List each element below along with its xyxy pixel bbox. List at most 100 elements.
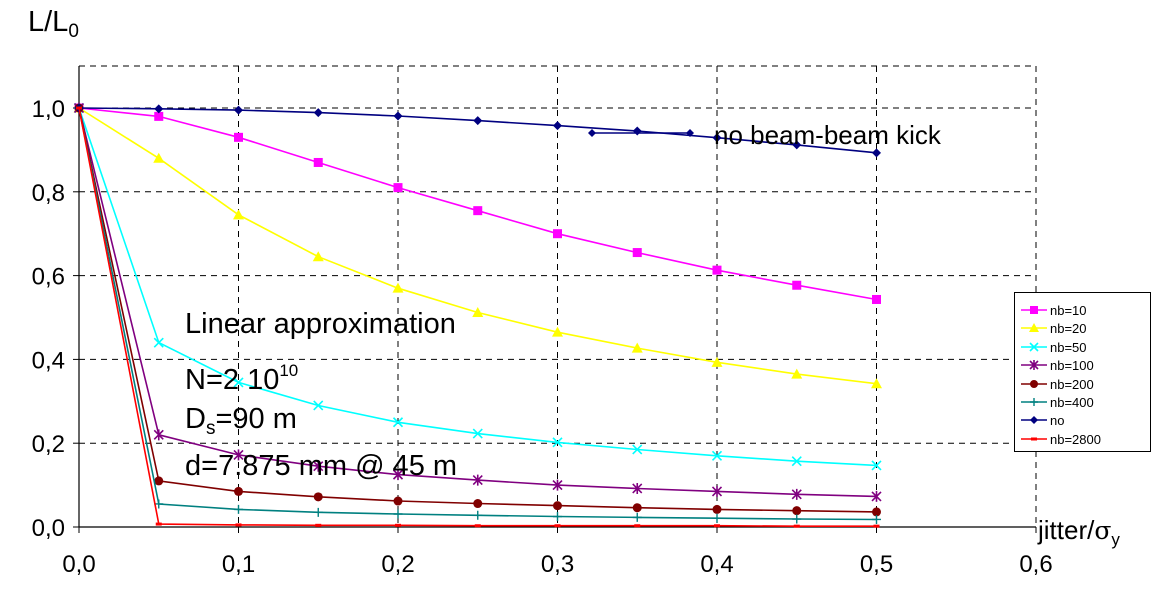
legend-item-nb=400: nb=400 bbox=[1015, 393, 1150, 412]
data-point-marker bbox=[315, 523, 322, 527]
data-point-marker bbox=[473, 206, 483, 216]
legend-label: nb=100 bbox=[1050, 358, 1094, 374]
data-point-marker bbox=[792, 506, 802, 516]
data-point-marker bbox=[553, 501, 562, 511]
data-point-marker bbox=[712, 133, 722, 143]
legend-swatch-icon bbox=[1021, 306, 1047, 314]
data-point-marker bbox=[472, 428, 483, 439]
y-axis-title: L/L0 bbox=[28, 6, 79, 42]
data-point-marker bbox=[632, 444, 643, 455]
legend-swatch-icon bbox=[1021, 360, 1047, 371]
data-point-marker bbox=[393, 111, 403, 121]
legend: nb=10 nb=20 nb=50 nb=100 nb=200 nb=400 no nb=28… bbox=[1014, 292, 1151, 452]
y-tick-label: 0,8 bbox=[32, 180, 65, 207]
data-point-marker bbox=[552, 437, 563, 448]
data-point-marker bbox=[873, 524, 880, 528]
data-point-marker bbox=[76, 106, 82, 110]
data-point-marker bbox=[313, 507, 323, 517]
data-point-marker bbox=[392, 417, 404, 428]
data-point-marker bbox=[153, 152, 165, 163]
data-point-marker bbox=[631, 342, 643, 353]
data-point-marker bbox=[154, 476, 164, 486]
y-tick-label: 1,0 bbox=[32, 96, 65, 123]
data-point-marker bbox=[552, 326, 563, 337]
legend-label: nb=50 bbox=[1050, 339, 1087, 355]
data-point-marker bbox=[552, 479, 563, 491]
data-point-marker bbox=[792, 280, 802, 290]
data-point-marker bbox=[313, 492, 323, 502]
x-tick-label: 0,6 bbox=[1019, 551, 1052, 578]
data-point-marker bbox=[313, 157, 323, 167]
annotation-ds: Ds=90 m bbox=[185, 403, 297, 439]
data-point-marker bbox=[712, 504, 722, 514]
legend-item-nb=200: nb=200 bbox=[1015, 375, 1150, 394]
legend-label: nb=10 bbox=[1050, 303, 1087, 318]
data-point-marker bbox=[872, 148, 881, 158]
data-point-marker bbox=[872, 294, 881, 304]
series-nb=100 bbox=[73, 102, 882, 502]
data-point-marker bbox=[1029, 323, 1039, 333]
y-tick-label: 0,0 bbox=[32, 515, 65, 542]
legend-label: nb=400 bbox=[1050, 395, 1094, 410]
data-point-marker bbox=[791, 456, 802, 467]
y-tick-label: 0,6 bbox=[32, 264, 65, 291]
data-point-marker bbox=[154, 111, 164, 121]
legend-item-nb=20: nb=20 bbox=[1015, 319, 1150, 338]
data-point-marker bbox=[1030, 416, 1038, 425]
data-point-marker bbox=[871, 460, 882, 471]
data-point-marker bbox=[553, 121, 562, 131]
data-point-marker bbox=[711, 485, 723, 497]
legend-swatch-icon bbox=[1021, 342, 1047, 352]
data-point-marker bbox=[473, 116, 483, 126]
data-point-marker bbox=[392, 282, 404, 293]
data-point-marker bbox=[871, 378, 882, 389]
data-point-marker bbox=[871, 490, 882, 502]
series-line-nb=100 bbox=[78, 107, 877, 498]
inline-legend-label: no beam-beam kick bbox=[714, 120, 941, 150]
data-point-marker bbox=[872, 514, 881, 524]
data-point-marker bbox=[234, 105, 243, 115]
data-point-marker bbox=[395, 523, 401, 527]
legend-label: nb=2800 bbox=[1050, 431, 1101, 447]
y-tick-label: 0,4 bbox=[32, 347, 65, 374]
data-point-marker bbox=[153, 429, 164, 441]
x-tick-label: 0,0 bbox=[62, 551, 95, 578]
annotation-d: d=7.875 mm @ 45 m bbox=[185, 450, 458, 482]
legend-swatch-icon bbox=[1021, 398, 1047, 406]
x-tick-label: 0,5 bbox=[860, 551, 893, 578]
data-point-marker bbox=[235, 523, 242, 527]
series-nb=2800 bbox=[76, 106, 880, 528]
legend-swatch-icon bbox=[1021, 323, 1047, 333]
data-point-marker bbox=[234, 132, 243, 142]
data-point-marker bbox=[472, 306, 484, 317]
data-point-marker bbox=[793, 524, 800, 528]
legend-swatch-icon bbox=[1021, 379, 1047, 388]
x-tick-label: 0,1 bbox=[222, 551, 255, 578]
data-point-marker bbox=[313, 460, 324, 472]
data-point-marker bbox=[313, 108, 323, 118]
legend-label: nb=20 bbox=[1050, 321, 1087, 337]
data-point-marker bbox=[393, 183, 403, 193]
x-tick-labels: 0,0 0,1 0,2 0,3 0,4 0,5 0,6 bbox=[62, 551, 1052, 578]
data-point-marker bbox=[791, 368, 803, 379]
data-point-marker bbox=[632, 503, 642, 513]
series-nb=10 bbox=[74, 103, 881, 304]
data-point-marker bbox=[234, 486, 243, 496]
legend-label: nb=200 bbox=[1050, 376, 1094, 392]
legend-item-no: no bbox=[1015, 411, 1150, 430]
data-point-marker bbox=[714, 524, 720, 528]
data-point-marker bbox=[1030, 379, 1038, 388]
series-lines bbox=[73, 102, 882, 528]
legend-swatch-icon bbox=[1021, 437, 1047, 441]
data-point-marker bbox=[711, 450, 723, 461]
data-point-marker bbox=[154, 104, 164, 114]
data-point-marker bbox=[393, 509, 403, 519]
data-point-marker bbox=[632, 512, 642, 522]
x-tick-label: 0,2 bbox=[381, 551, 414, 578]
data-point-marker bbox=[233, 377, 244, 388]
legend-label: no bbox=[1050, 413, 1065, 429]
data-point-marker bbox=[792, 140, 802, 150]
inline-legend-line-icon bbox=[588, 129, 694, 137]
data-point-marker bbox=[155, 522, 162, 526]
